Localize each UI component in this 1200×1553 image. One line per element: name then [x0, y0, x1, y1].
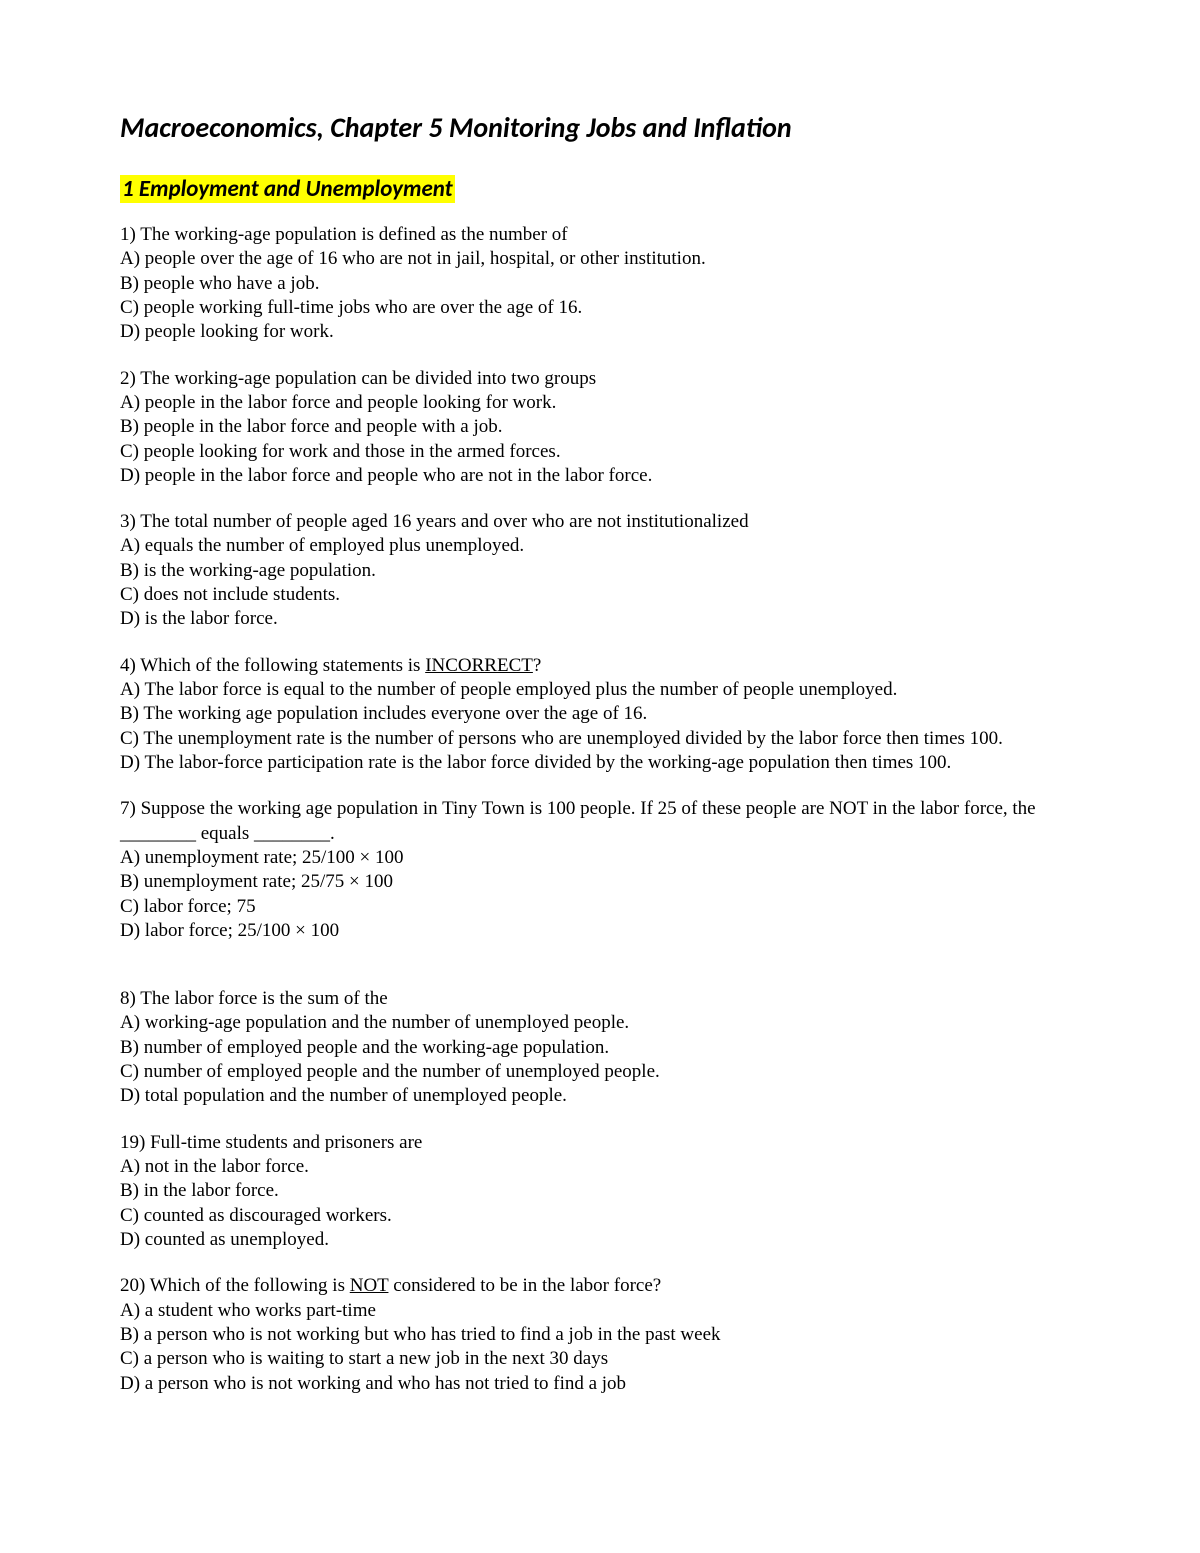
question-option: A) equals the number of employed plus un… [120, 534, 1080, 558]
question-stem: 1) The working-age population is defined… [120, 223, 1080, 247]
question-option: C) The unemployment rate is the number o… [120, 727, 1080, 751]
question-stem: 20) Which of the following is NOT consid… [120, 1274, 1080, 1298]
question-option: C) labor force; 75 [120, 895, 1080, 919]
question-option: D) The labor-force participation rate is… [120, 751, 1080, 775]
question-stem: 8) The labor force is the sum of the [120, 987, 1080, 1011]
question-stem: 19) Full-time students and prisoners are [120, 1131, 1080, 1155]
question-block: 7) Suppose the working age population in… [120, 797, 1080, 943]
question-option: B) number of employed people and the wor… [120, 1036, 1080, 1060]
question-block: 8) The labor force is the sum of the A) … [120, 987, 1080, 1109]
question-option: A) working-age population and the number… [120, 1011, 1080, 1035]
question-option: C) people looking for work and those in … [120, 440, 1080, 464]
question-stem: 7) Suppose the working age population in… [120, 797, 1080, 846]
question-option: D) counted as unemployed. [120, 1228, 1080, 1252]
question-option: C) counted as discouraged workers. [120, 1204, 1080, 1228]
chapter-title: Macroeconomics, Chapter 5 Monitoring Job… [120, 110, 1080, 145]
question-block: 19) Full-time students and prisoners are… [120, 1131, 1080, 1253]
question-option: B) is the working-age population. [120, 559, 1080, 583]
question-option: D) labor force; 25/100 × 100 [120, 919, 1080, 943]
question-option: A) people in the labor force and people … [120, 391, 1080, 415]
question-option: A) a student who works part-time [120, 1299, 1080, 1323]
question-option: A) people over the age of 16 who are not… [120, 247, 1080, 271]
stem-underline: NOT [350, 1275, 389, 1296]
question-block: 4) Which of the following statements is … [120, 654, 1080, 776]
question-option: D) is the labor force. [120, 607, 1080, 631]
question-option: A) unemployment rate; 25/100 × 100 [120, 846, 1080, 870]
question-option: D) people in the labor force and people … [120, 464, 1080, 488]
question-block: 20) Which of the following is NOT consid… [120, 1274, 1080, 1396]
stem-underline: INCORRECT [425, 655, 533, 676]
question-option: D) a person who is not working and who h… [120, 1372, 1080, 1396]
question-option: A) not in the labor force. [120, 1155, 1080, 1179]
question-block: 1) The working-age population is defined… [120, 223, 1080, 345]
question-option: C) people working full-time jobs who are… [120, 296, 1080, 320]
question-option: B) people who have a job. [120, 272, 1080, 296]
stem-post: considered to be in the labor force? [388, 1275, 661, 1296]
stem-pre: 4) Which of the following statements is [120, 655, 425, 676]
question-option: B) unemployment rate; 25/75 × 100 [120, 870, 1080, 894]
stem-post: ? [533, 655, 541, 676]
question-stem: 4) Which of the following statements is … [120, 654, 1080, 678]
question-block: 2) The working-age population can be div… [120, 367, 1080, 489]
question-option: B) in the labor force. [120, 1179, 1080, 1203]
question-option: B) people in the labor force and people … [120, 415, 1080, 439]
question-block: 3) The total number of people aged 16 ye… [120, 510, 1080, 632]
question-option: C) does not include students. [120, 583, 1080, 607]
question-option: B) The working age population includes e… [120, 702, 1080, 726]
question-option: B) a person who is not working but who h… [120, 1323, 1080, 1347]
question-stem: 3) The total number of people aged 16 ye… [120, 510, 1080, 534]
question-option: A) The labor force is equal to the numbe… [120, 678, 1080, 702]
question-option: C) number of employed people and the num… [120, 1060, 1080, 1084]
stem-pre: 20) Which of the following is [120, 1275, 350, 1296]
question-stem: 2) The working-age population can be div… [120, 367, 1080, 391]
question-option: C) a person who is waiting to start a ne… [120, 1347, 1080, 1371]
question-option: D) total population and the number of un… [120, 1084, 1080, 1108]
section-heading: 1 Employment and Unemployment [120, 175, 455, 203]
question-option: D) people looking for work. [120, 320, 1080, 344]
